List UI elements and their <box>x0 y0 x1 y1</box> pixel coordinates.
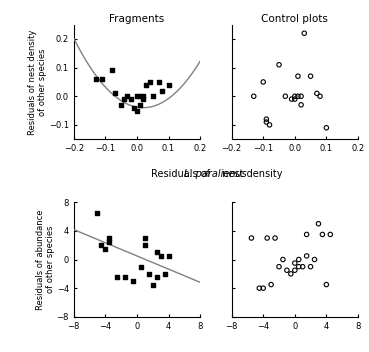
Text: L. paralienus: L. paralienus <box>184 169 247 179</box>
Point <box>99 243 104 248</box>
Point <box>292 268 298 273</box>
Point <box>292 260 298 266</box>
Point <box>263 117 269 122</box>
Point <box>280 257 286 262</box>
Point <box>276 264 282 270</box>
Point <box>137 102 143 108</box>
Point <box>124 93 130 99</box>
Point <box>118 102 124 108</box>
Y-axis label: Residuals of nest density
of other species: Residuals of nest density of other speci… <box>28 29 48 134</box>
Point <box>140 93 146 99</box>
Point <box>284 268 290 273</box>
Point <box>308 73 314 79</box>
Y-axis label: Residuals of abundance
of other species: Residuals of abundance of other species <box>36 209 55 310</box>
Title: Fragments: Fragments <box>109 14 165 24</box>
Point <box>315 221 321 227</box>
Point <box>109 68 115 73</box>
Title: Control plots: Control plots <box>261 14 328 24</box>
Point <box>304 232 310 237</box>
Point <box>298 102 304 108</box>
Point <box>94 210 100 216</box>
Point <box>288 271 294 277</box>
Point <box>162 271 168 277</box>
Point <box>304 253 310 259</box>
Point <box>134 93 140 99</box>
Point <box>295 93 301 99</box>
Point <box>121 96 127 102</box>
Point <box>99 76 105 82</box>
Point <box>134 108 140 113</box>
Point <box>272 235 278 241</box>
Point <box>144 82 149 88</box>
Point <box>323 125 329 131</box>
Point <box>137 93 143 99</box>
Point <box>296 264 302 270</box>
Point <box>93 76 99 82</box>
Point <box>112 90 118 96</box>
Text: Residuals of: Residuals of <box>151 169 216 179</box>
Point <box>327 232 333 237</box>
Point <box>159 88 165 93</box>
Point <box>298 93 304 99</box>
Point <box>320 232 325 237</box>
Point <box>106 235 112 241</box>
Point <box>114 275 120 280</box>
Point <box>142 235 148 241</box>
Point <box>150 282 156 287</box>
Point <box>158 253 163 259</box>
Point <box>268 282 274 287</box>
Point <box>260 79 266 85</box>
Point <box>130 278 136 284</box>
Point <box>260 285 266 291</box>
Point <box>256 285 262 291</box>
Point <box>248 235 254 241</box>
Point <box>156 79 162 85</box>
Point <box>276 62 282 68</box>
Point <box>103 246 108 252</box>
Point <box>295 73 301 79</box>
Point <box>106 239 112 244</box>
Point <box>308 264 314 270</box>
Point <box>292 93 298 99</box>
Point <box>122 275 128 280</box>
Point <box>146 79 152 85</box>
Text: nest density: nest density <box>216 169 282 179</box>
Point <box>289 96 294 102</box>
Point <box>166 82 172 88</box>
Point <box>138 264 144 270</box>
Point <box>314 90 320 96</box>
Point <box>311 257 317 262</box>
Point <box>263 119 269 125</box>
Point <box>146 271 152 277</box>
Point <box>166 253 172 259</box>
Point <box>282 93 288 99</box>
Point <box>142 243 148 248</box>
Point <box>154 275 160 280</box>
Point <box>128 96 134 102</box>
Point <box>292 96 298 102</box>
Point <box>300 264 306 270</box>
Point <box>154 250 160 255</box>
Point <box>150 93 156 99</box>
Point <box>317 93 323 99</box>
Point <box>264 235 270 241</box>
Point <box>296 257 302 262</box>
Point <box>140 96 146 102</box>
Point <box>323 282 329 287</box>
Point <box>251 93 257 99</box>
Point <box>266 122 272 128</box>
Point <box>301 30 307 36</box>
Point <box>131 105 137 111</box>
